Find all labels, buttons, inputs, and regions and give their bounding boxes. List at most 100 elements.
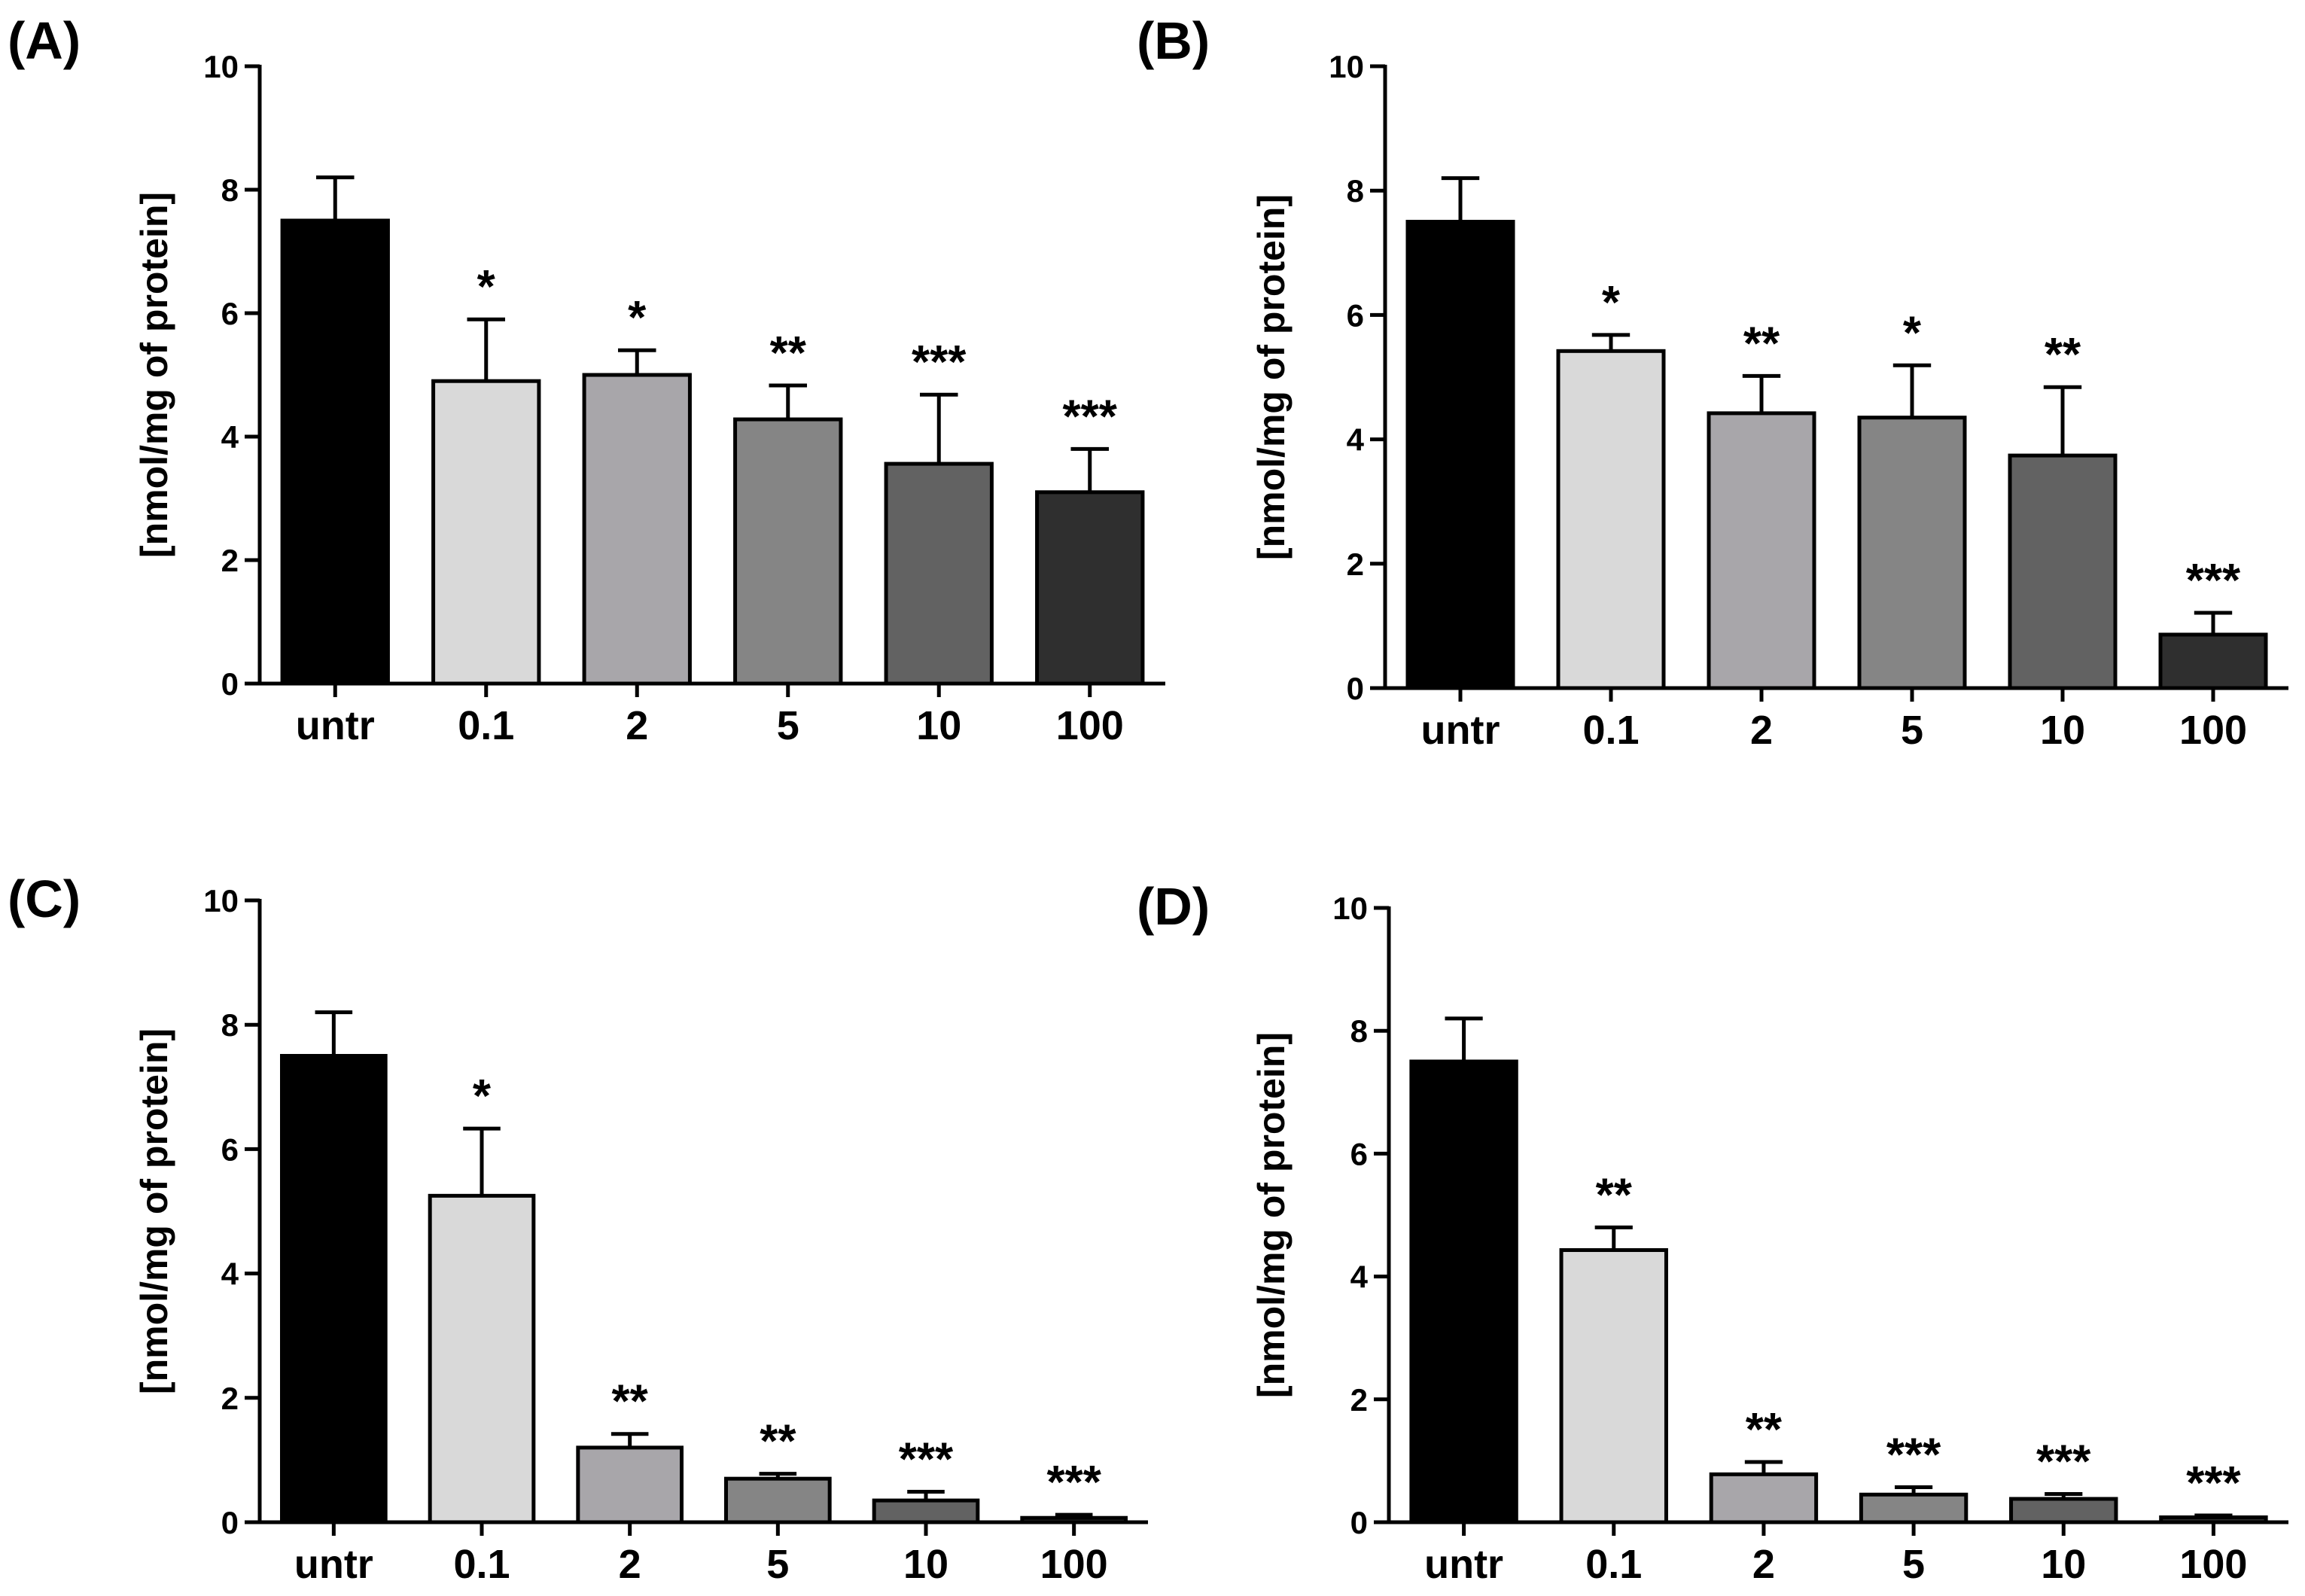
significance-marker: **: [770, 327, 807, 379]
bar: [1707, 411, 1816, 690]
bar: [2159, 1515, 2268, 1524]
x-tick-label: 10: [916, 703, 961, 748]
y-tick-label: 6: [1347, 297, 1364, 333]
bar: [1857, 416, 1967, 690]
significance-marker: *: [477, 261, 496, 313]
bar: [2158, 632, 2268, 690]
x-tick-label: 5: [1901, 708, 1923, 753]
x-tick-label: untr: [294, 1542, 373, 1587]
x-tick-label: 100: [1040, 1542, 1108, 1587]
x-tick-label: 2: [626, 703, 648, 748]
significance-marker: **: [2045, 329, 2081, 381]
bar: [884, 461, 994, 686]
bar: [280, 1054, 388, 1524]
y-tick-label: 6: [221, 296, 239, 331]
y-tick-label: 8: [1350, 1013, 1368, 1049]
bar: [582, 373, 692, 686]
y-tick-label: 10: [1329, 49, 1364, 84]
bar: [2009, 1497, 2118, 1524]
bar: [1405, 220, 1515, 690]
significance-marker: ***: [2036, 1436, 2091, 1488]
x-tick-label: 0.1: [1582, 708, 1639, 753]
bar: [1559, 1248, 1668, 1524]
bar: [1556, 349, 1666, 690]
y-tick-label: 10: [1332, 891, 1368, 926]
y-tick-label: 6: [221, 1132, 239, 1167]
significance-marker: **: [1596, 1169, 1633, 1221]
y-tick-label: 4: [221, 1256, 239, 1292]
significance-marker: **: [760, 1416, 796, 1468]
y-tick-label: 10: [203, 49, 239, 84]
panel-label: (D): [1137, 877, 1210, 936]
y-tick-label: 2: [1347, 547, 1364, 582]
x-tick-label: 0.1: [1585, 1542, 1642, 1587]
bar: [724, 1476, 832, 1524]
y-tick-label: 10: [203, 883, 239, 918]
y-tick-label: 4: [1350, 1259, 1369, 1295]
chart-panel: (A) [nmol/mg of protein] 0 2 4 6 8 10 untr 0.1 * 2 *…: [8, 11, 1165, 748]
significance-marker: ***: [2186, 555, 2241, 607]
y-axis-label: [nmol/mg of protein]: [133, 1028, 175, 1394]
x-tick-label: 0.1: [458, 703, 514, 748]
y-tick-label: 4: [1347, 422, 1365, 458]
significance-marker: **: [1746, 1404, 1783, 1456]
x-tick-label: 100: [2179, 708, 2247, 753]
x-tick-label: 100: [1056, 703, 1124, 748]
bar: [872, 1498, 980, 1524]
x-tick-label: 10: [903, 1542, 948, 1587]
significance-marker: ***: [899, 1434, 954, 1486]
bar: [1859, 1492, 1969, 1524]
significance-marker: ***: [1886, 1429, 1941, 1481]
bar: [1409, 1059, 1518, 1524]
y-tick-label: 0: [221, 666, 239, 702]
y-tick-label: 0: [1350, 1505, 1368, 1540]
bar: [280, 218, 390, 686]
x-tick-label: untr: [1421, 708, 1500, 753]
y-tick-label: 8: [221, 172, 239, 208]
y-tick-label: 2: [221, 543, 239, 578]
chart-panel: (D) [nmol/mg of protein] 0 2 4 6 8 10 untr 0.1 ** 2…: [1137, 877, 2288, 1587]
panel-label: (C): [8, 870, 81, 928]
bar: [1709, 1472, 1819, 1524]
x-tick-label: 0.1: [453, 1542, 510, 1587]
bar: [428, 1193, 536, 1524]
chart-panel: (B) [nmol/mg of protein] 0 2 4 6 8 10 untr 0.1 * 2 *…: [1137, 11, 2288, 753]
y-axis-label: [nmol/mg of protein]: [133, 192, 175, 558]
bar: [2008, 453, 2118, 690]
bar: [1020, 1515, 1128, 1524]
y-tick-label: 8: [1347, 173, 1364, 209]
x-tick-label: 10: [2041, 1542, 2086, 1587]
x-tick-label: untr: [296, 703, 375, 748]
significance-marker: **: [612, 1376, 649, 1428]
x-tick-label: 5: [777, 703, 799, 748]
significance-marker: *: [1602, 277, 1621, 329]
bar: [733, 417, 843, 686]
x-tick-label: 5: [766, 1542, 789, 1587]
y-axis-label: [nmol/mg of protein]: [1250, 1032, 1293, 1398]
x-tick-label: 2: [1750, 708, 1773, 753]
y-tick-label: 4: [221, 419, 239, 455]
bar: [576, 1445, 684, 1524]
y-tick-label: 0: [1347, 671, 1364, 706]
significance-marker: *: [1903, 307, 1922, 359]
significance-marker: ***: [2186, 1457, 2241, 1509]
bar: [431, 379, 541, 686]
y-axis-label: [nmol/mg of protein]: [1250, 194, 1293, 560]
significance-marker: ***: [1046, 1457, 1101, 1509]
y-tick-label: 6: [1350, 1136, 1368, 1171]
x-tick-label: 100: [2179, 1542, 2247, 1587]
chart-panel: (C) [nmol/mg of protein] 0 2 4 6 8 10 untr 0.1 * 2 *…: [8, 870, 1148, 1587]
significance-marker: ***: [1063, 391, 1118, 443]
significance-marker: **: [1743, 318, 1780, 370]
panel-label: (B): [1137, 11, 1210, 70]
significance-marker: *: [473, 1071, 492, 1122]
x-tick-label: untr: [1424, 1542, 1503, 1587]
x-tick-label: 5: [1902, 1542, 1925, 1587]
y-tick-label: 2: [221, 1381, 239, 1416]
significance-marker: ***: [912, 337, 967, 388]
x-tick-label: 10: [2040, 708, 2085, 753]
y-tick-label: 0: [221, 1505, 239, 1540]
y-tick-label: 8: [221, 1007, 239, 1043]
x-tick-label: 2: [619, 1542, 641, 1587]
